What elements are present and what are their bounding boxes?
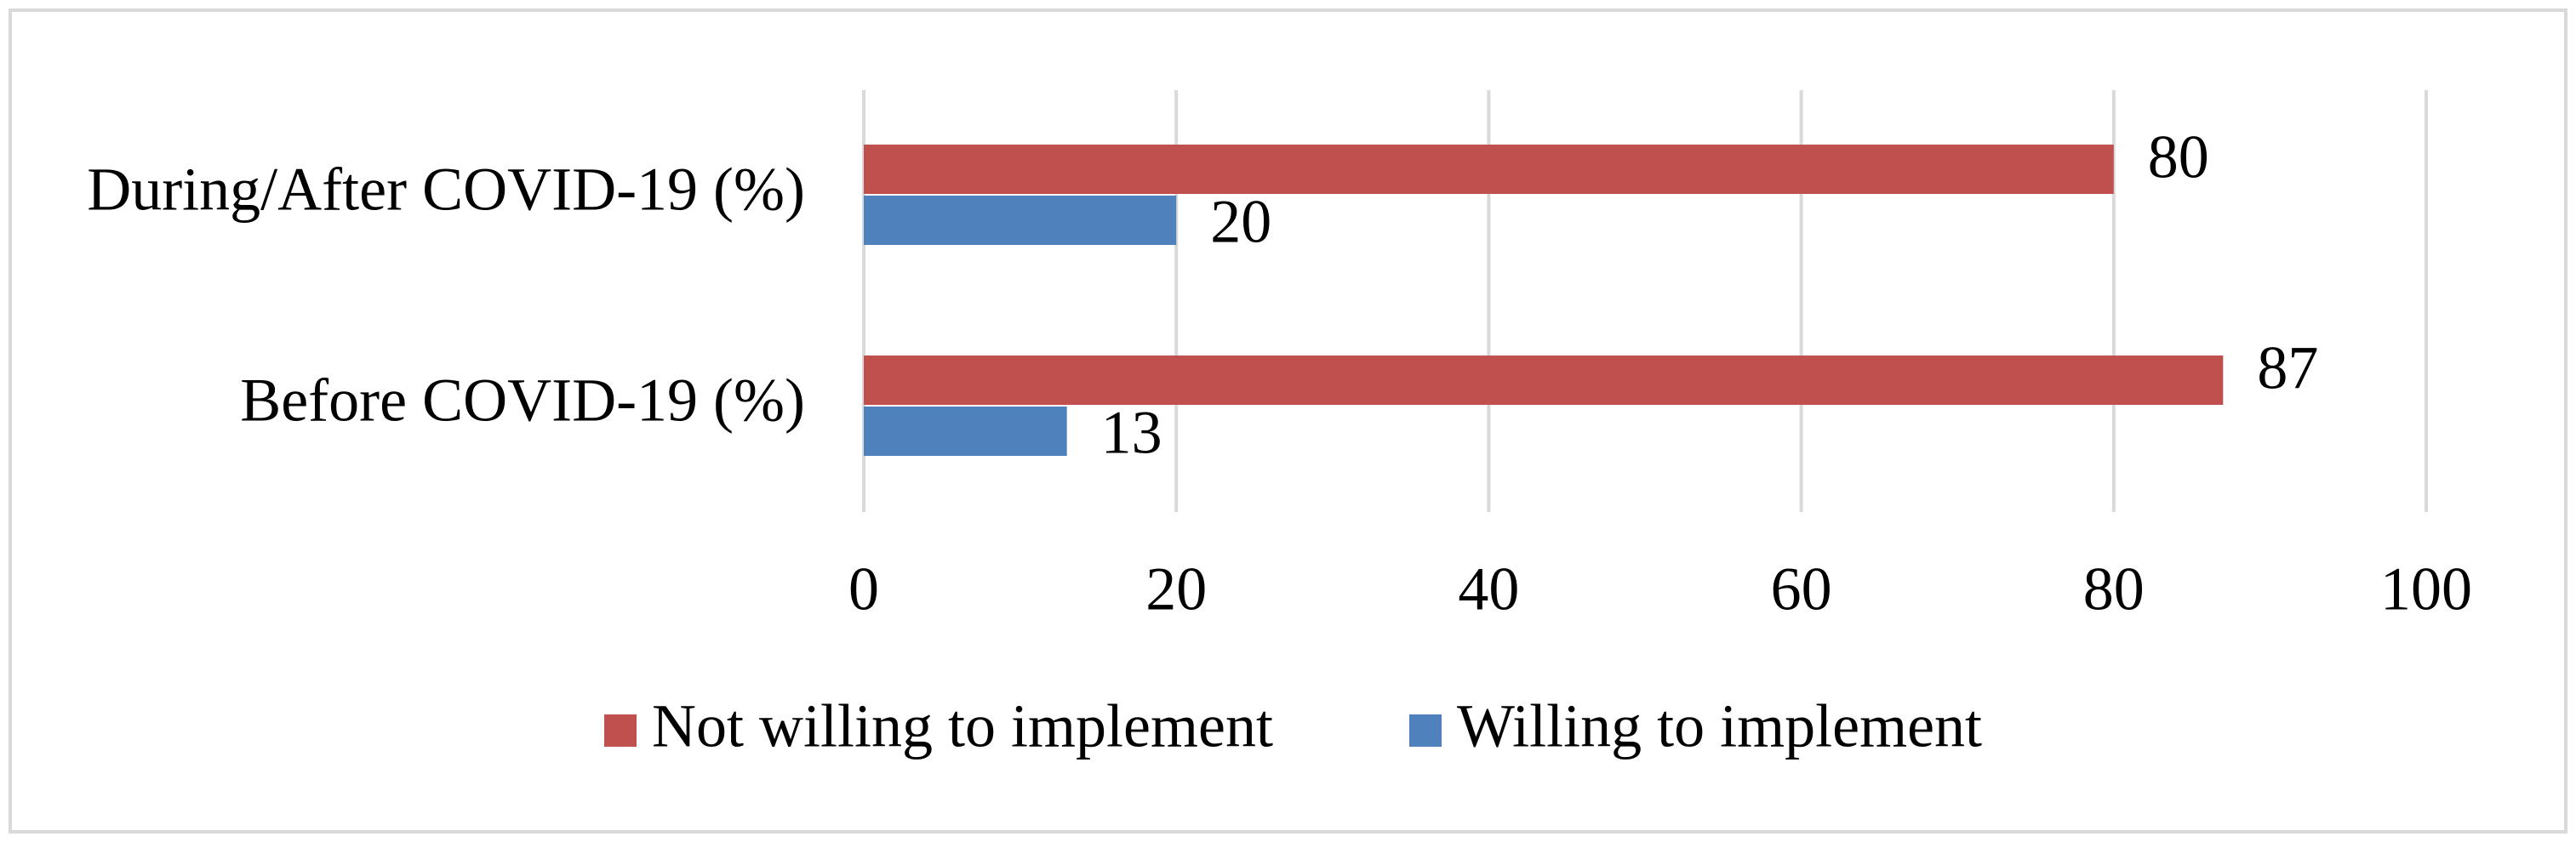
x-tick-label: 100 <box>2380 555 2472 623</box>
x-tick-label: 0 <box>848 555 879 623</box>
bar <box>864 407 1067 456</box>
y-tick-label: During/After COVID-19 (%) <box>87 156 805 224</box>
legend-swatch <box>1409 714 1442 747</box>
bar <box>864 145 2114 194</box>
data-label: 20 <box>1210 188 1271 256</box>
y-tick-label: Before COVID-19 (%) <box>240 367 805 435</box>
data-label: 87 <box>2257 334 2318 402</box>
legend-label: Not willing to implement <box>652 692 1273 760</box>
x-tick-label: 60 <box>1771 555 1832 623</box>
x-tick-label: 80 <box>2083 555 2145 623</box>
bar <box>864 196 1177 245</box>
data-label: 13 <box>1101 399 1162 467</box>
legend-label: Willing to implement <box>1457 692 1982 760</box>
data-label: 80 <box>2148 123 2209 191</box>
bar <box>864 356 2224 405</box>
legend-swatch <box>604 714 637 747</box>
x-tick-label: 20 <box>1145 555 1207 623</box>
x-tick-label: 40 <box>1458 555 1519 623</box>
